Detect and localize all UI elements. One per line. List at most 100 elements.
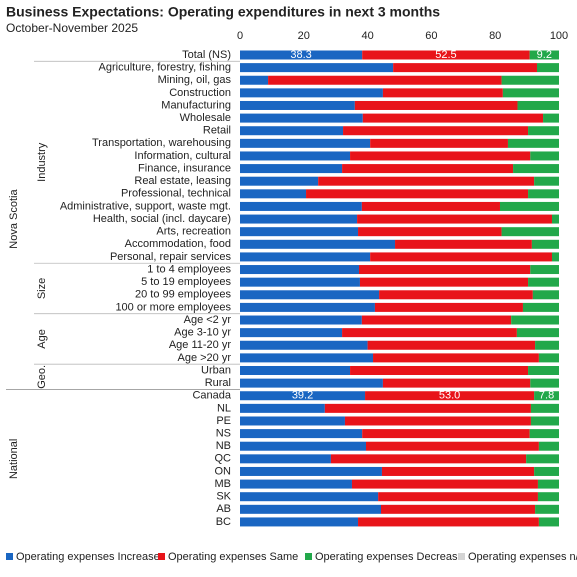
bar-segment [240,504,381,514]
category-label: Urban [201,364,231,376]
data-label: 53.0 [439,390,460,402]
bar-segment [528,277,559,287]
bar-segment [529,429,559,439]
bar-segment [240,126,344,136]
category-label: ON [215,465,232,477]
bar-segment [499,201,559,211]
bar-segment [240,429,363,439]
x-tick-label: 80 [489,30,501,42]
subgroup-label: Geo. [36,365,48,389]
bar-segment [240,416,345,426]
bar-segment [240,277,360,287]
bar-segment [528,126,559,136]
bar-segment [240,214,358,224]
bar-segment [240,315,362,325]
bar-segment [378,492,538,502]
bar-segment [537,492,559,502]
legend-swatch [158,553,165,560]
category-label: Arts, recreation [156,226,231,238]
bar-segment [530,416,559,426]
bar-segment [537,479,559,489]
bar-segment [381,466,535,476]
legend-label: Operating expenses Increase [16,551,160,563]
category-label: NB [216,440,231,452]
data-label: 52.5 [435,49,456,61]
subgroup-label: Size [36,278,48,299]
bar-segment [240,479,352,489]
bar-segment [240,50,363,60]
bar-segment [366,441,539,451]
bar-segment [240,239,396,249]
bar-segment [240,302,375,312]
bar-segment [538,441,559,451]
category-label: Transportation, warehousing [92,137,231,149]
bar-segment [535,340,559,350]
category-label: 1 to 4 employees [147,263,231,275]
bar-segment [240,176,319,186]
category-label: Age 3-10 yr [174,327,231,339]
bar-segment [240,353,374,363]
category-label: Age >20 yr [177,352,231,364]
chart-title: Business Expectations: Operating expendi… [6,4,440,20]
bar-segment [240,492,379,502]
bar-segment [513,164,559,174]
bar-segment [365,391,535,401]
bar-segment [370,252,552,262]
category-label: MB [215,478,232,490]
bar-segment [240,466,382,476]
bar-segment [532,290,559,300]
x-tick-label: 40 [361,30,373,42]
bar-segment [370,138,508,148]
bar-segment [351,479,538,489]
bar-segment [350,151,531,161]
bar-segment [382,88,503,98]
category-label: Professional, technical [121,188,231,200]
legend-swatch [305,553,312,560]
bar-segment [367,340,536,350]
bar-segment [551,252,559,262]
bar-segment [529,50,559,60]
category-label: PE [216,415,231,427]
bar-segment [536,63,559,73]
bar-segment [538,353,559,363]
bar-segment [382,378,531,388]
bar-segment [507,138,559,148]
bar-segment [534,176,559,186]
bar-segment [240,290,380,300]
bar-segment [240,164,343,174]
bar-segment [361,315,512,325]
bar-segment [530,265,559,275]
category-label: Retail [203,125,231,137]
bar-segment [535,504,559,514]
category-label: Administrative, support, waste mgt. [60,200,231,212]
bar-segment [528,189,559,199]
bar-segment [362,50,530,60]
bar-segment [373,353,539,363]
bar-segment [344,416,531,426]
bar-segment [240,227,359,237]
bar-segment [240,366,351,375]
category-label: BC [216,516,231,528]
bar-segment [240,391,366,401]
bar-segment [240,441,367,451]
category-label: SK [216,491,231,503]
legend-swatch [458,553,465,560]
bar-segment [240,88,383,98]
bar-segment [358,227,502,237]
bar-segment [240,113,363,123]
bar-segment [240,403,325,413]
category-label: Manufacturing [161,99,231,111]
x-tick-label: 0 [237,30,243,42]
category-label: NL [217,402,231,414]
bar-segment [517,100,559,110]
bar-segment [240,517,359,527]
bar-segment [526,454,559,464]
bar-segment [528,366,559,375]
bar-segment [306,189,529,199]
data-label: 9.2 [537,49,552,61]
bar-segment [342,328,517,338]
bar-segment [534,391,559,401]
bar-segment [361,201,500,211]
bar-segment [543,113,559,123]
bar-segment [362,113,544,123]
